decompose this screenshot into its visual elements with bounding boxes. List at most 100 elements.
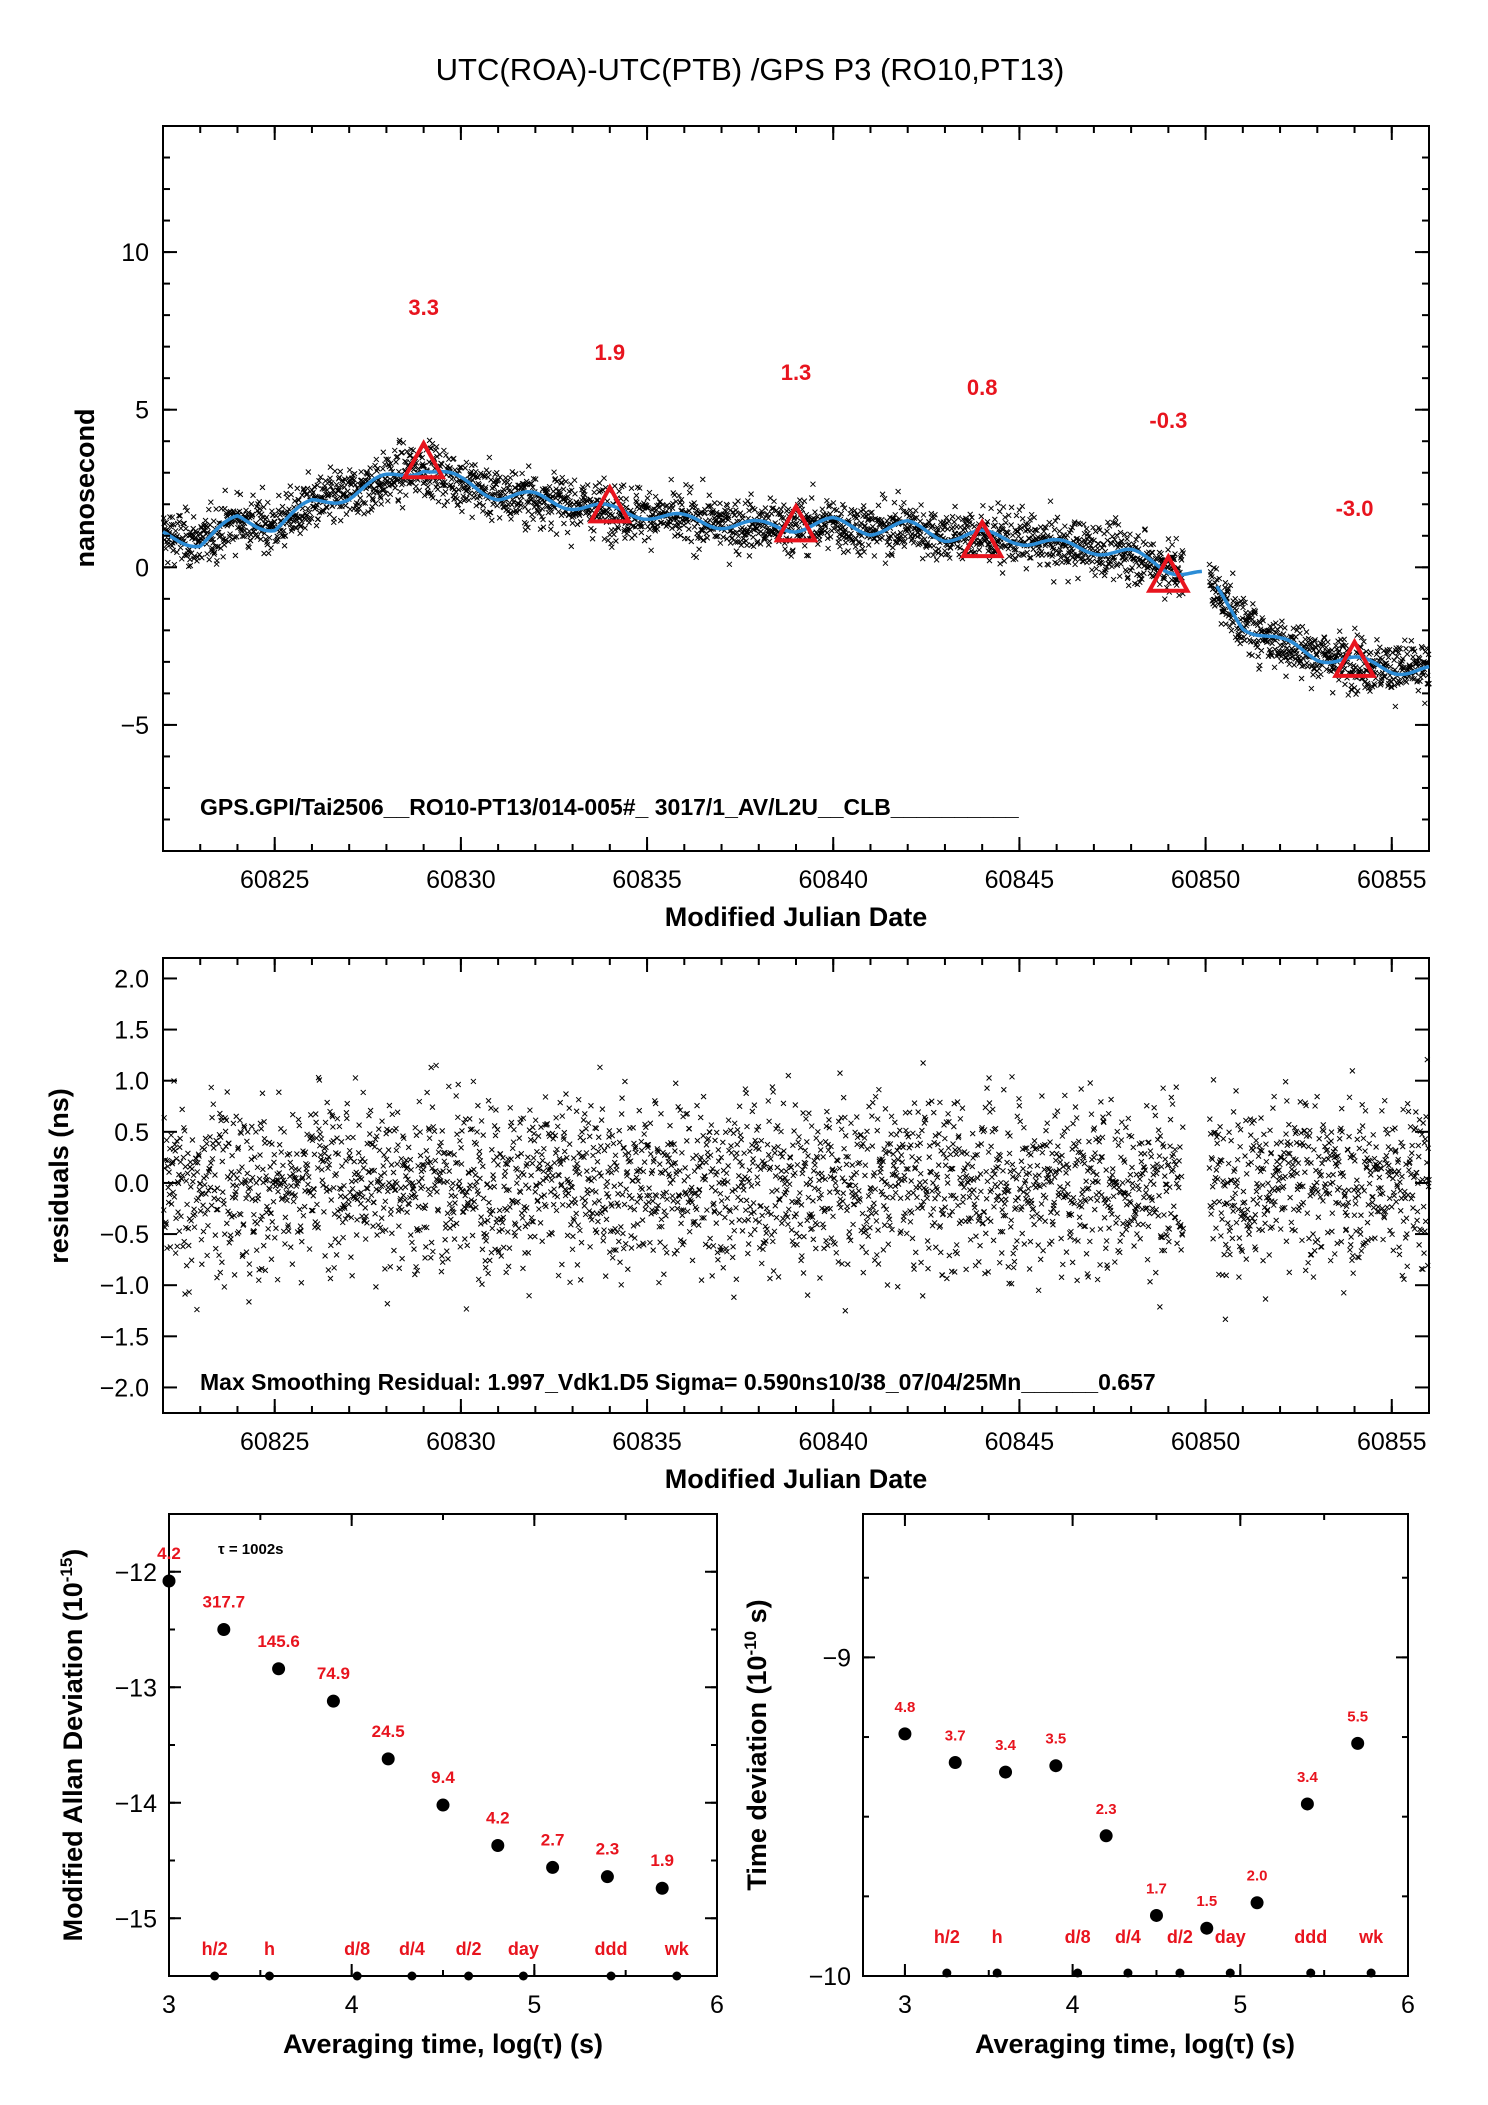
data-point: [509, 501, 515, 508]
data-point: [360, 499, 367, 506]
data-point: [230, 508, 237, 514]
data-point: [207, 499, 214, 506]
data-point: [541, 499, 548, 505]
data-point: [231, 534, 238, 540]
data-point: [241, 533, 247, 540]
data-point: [460, 493, 467, 500]
data-point: [171, 561, 178, 568]
data-point: [263, 514, 270, 521]
data-point: [346, 467, 353, 473]
data-point: [475, 474, 481, 481]
data-point: [474, 495, 480, 501]
data-point: [245, 509, 252, 516]
data-point: [519, 480, 526, 487]
data-point: [357, 495, 364, 502]
marker-label: 1.3: [781, 360, 812, 385]
data-point: [392, 485, 399, 491]
data-point: [279, 503, 286, 510]
data-point: [502, 475, 509, 481]
data-point: [331, 515, 337, 522]
data-point: [268, 545, 274, 551]
data-point: [302, 525, 308, 531]
data-point: [529, 511, 535, 518]
marker-label: 1.9: [595, 340, 626, 365]
data-point: [400, 439, 407, 446]
data-point: [522, 504, 528, 510]
data-point: [185, 563, 192, 570]
data-point: [232, 552, 239, 559]
data-point: [177, 513, 183, 519]
data-point: [358, 468, 365, 475]
data-point: [388, 465, 394, 472]
data-point: [170, 547, 177, 554]
data-point: [370, 496, 376, 503]
data-point: [262, 521, 268, 527]
data-point: [482, 484, 489, 491]
data-point: [399, 504, 406, 511]
x-tick-label: 60850: [1171, 866, 1241, 894]
data-point: [445, 456, 452, 463]
data-point: [480, 502, 487, 509]
data-point: [274, 536, 281, 543]
data-point: [408, 478, 415, 485]
data-point: [462, 465, 469, 471]
data-point: [259, 484, 266, 491]
data-point: [530, 516, 537, 523]
data-point: [506, 510, 513, 517]
data-point: [509, 469, 516, 475]
data-point: [322, 478, 329, 484]
data-point: [249, 511, 256, 518]
data-point: [355, 509, 361, 516]
timeseries-panel: 60825 60830 60835 60840 60845 60850 608551050−…: [70, 125, 1432, 932]
data-point: [318, 494, 325, 500]
data-point: [427, 479, 433, 485]
data-point: [434, 453, 440, 460]
data-point: [239, 533, 246, 540]
data-point: [395, 498, 402, 504]
data-point: [496, 514, 503, 521]
data-point: [519, 470, 525, 477]
data-point: [298, 522, 304, 529]
data-point: [176, 519, 183, 525]
data-point: [515, 486, 522, 493]
data-point: [349, 476, 356, 483]
data-point: [280, 527, 287, 534]
data-point: [439, 461, 445, 467]
data-point: [380, 449, 387, 456]
data-point: [486, 454, 493, 461]
data-point: [432, 447, 439, 453]
marker-label: 0.8: [967, 375, 998, 400]
data-point: [222, 487, 229, 494]
data-point: [384, 498, 391, 504]
data-point: [196, 551, 203, 558]
data-point: [455, 486, 462, 493]
data-point: [494, 502, 501, 509]
data-point: [303, 491, 310, 498]
data-point: [187, 562, 194, 569]
data-point: [406, 452, 413, 459]
data-point: [266, 534, 273, 541]
data-point: [184, 507, 190, 514]
data-point: [471, 490, 478, 497]
data-point: [456, 467, 462, 474]
data-point: [305, 469, 312, 475]
data-point: [328, 480, 335, 486]
data-point: [513, 509, 520, 516]
data-point: [286, 506, 292, 513]
data-point: [382, 490, 389, 497]
data-point: [202, 517, 209, 524]
data-point: [506, 481, 513, 488]
data-point: [537, 526, 544, 533]
data-point: [275, 492, 282, 499]
data-point: [234, 489, 240, 496]
data-point: [277, 511, 283, 518]
data-point: [410, 447, 417, 454]
data-point: [323, 504, 330, 511]
data-point: [466, 497, 472, 504]
data-point: [525, 524, 531, 531]
data-point: [327, 464, 334, 470]
data-point: [529, 495, 536, 501]
x-tick-label: 60855: [1357, 866, 1427, 894]
data-point: [304, 490, 310, 497]
